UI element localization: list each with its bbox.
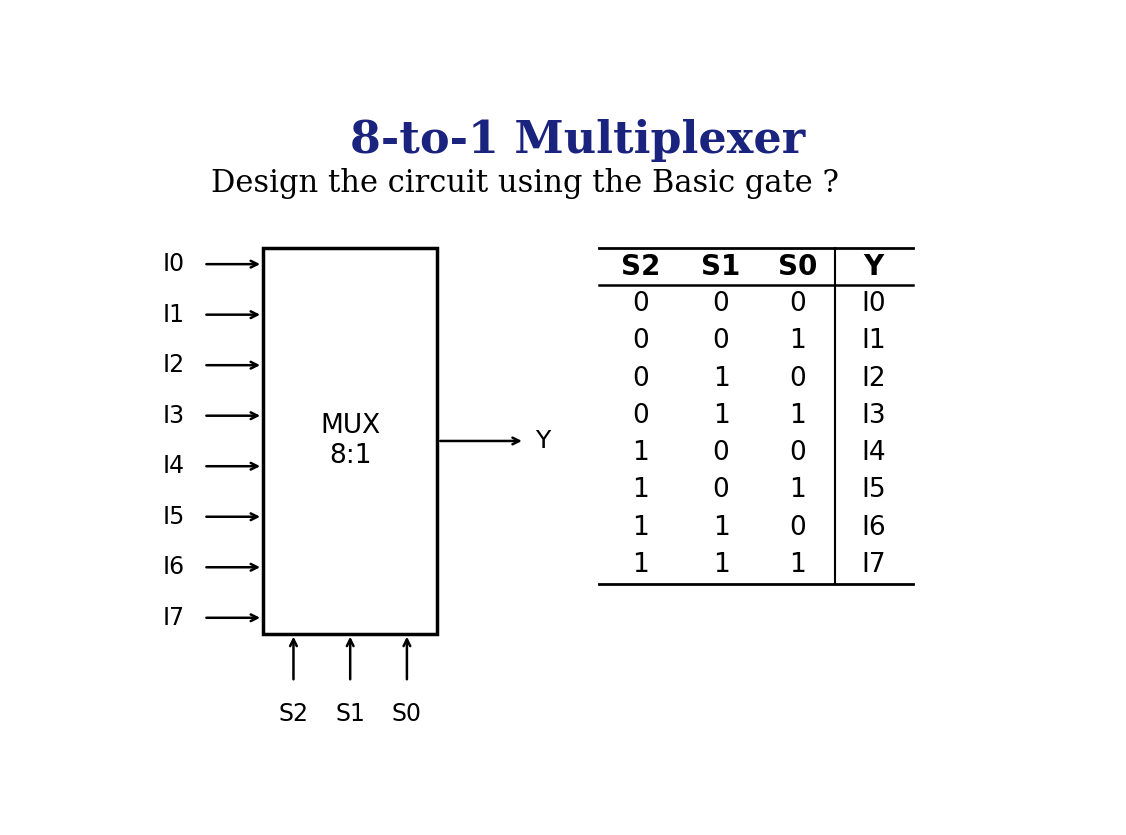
Text: S1: S1: [701, 253, 741, 281]
Text: Y: Y: [535, 429, 551, 453]
Text: I0: I0: [162, 252, 185, 276]
Text: S1: S1: [336, 702, 365, 726]
Text: S2: S2: [278, 702, 309, 726]
Text: Design the circuit using the Basic gate ?: Design the circuit using the Basic gate …: [211, 168, 839, 199]
Text: 1: 1: [713, 514, 730, 541]
Text: 0: 0: [789, 514, 806, 541]
Text: 1: 1: [632, 514, 649, 541]
Text: 1: 1: [789, 552, 806, 578]
Text: 0: 0: [713, 291, 730, 317]
Text: I7: I7: [861, 552, 886, 578]
Text: 0: 0: [632, 366, 649, 392]
Text: I1: I1: [861, 328, 886, 354]
Text: I2: I2: [861, 366, 886, 392]
Text: 0: 0: [713, 328, 730, 354]
Bar: [263, 248, 437, 634]
Text: 0: 0: [632, 403, 649, 429]
Text: 8-to-1 Multiplexer: 8-to-1 Multiplexer: [349, 119, 805, 163]
Text: S2: S2: [620, 253, 660, 281]
Text: I6: I6: [162, 555, 185, 579]
Text: I3: I3: [162, 403, 185, 428]
Text: I1: I1: [162, 302, 185, 326]
Text: 1: 1: [713, 366, 730, 392]
Text: 1: 1: [632, 552, 649, 578]
Text: 1: 1: [789, 328, 806, 354]
Text: I0: I0: [861, 291, 886, 317]
Text: I5: I5: [861, 478, 886, 504]
Text: 1: 1: [713, 552, 730, 578]
Text: S0: S0: [778, 253, 817, 281]
Text: I5: I5: [162, 504, 185, 529]
Text: 1: 1: [789, 403, 806, 429]
Text: 1: 1: [632, 440, 649, 466]
Text: 1: 1: [789, 478, 806, 504]
Text: 1: 1: [713, 403, 730, 429]
Text: 0: 0: [789, 440, 806, 466]
Text: MUX
8:1: MUX 8:1: [320, 413, 381, 469]
Text: Y: Y: [864, 253, 884, 281]
Text: 0: 0: [713, 478, 730, 504]
Text: 1: 1: [632, 478, 649, 504]
Text: I3: I3: [861, 403, 886, 429]
Text: 0: 0: [713, 440, 730, 466]
Text: I6: I6: [861, 514, 886, 541]
Text: 0: 0: [632, 328, 649, 354]
Text: I4: I4: [162, 454, 185, 478]
Text: I7: I7: [162, 605, 185, 630]
Text: 0: 0: [632, 291, 649, 317]
Text: 0: 0: [789, 366, 806, 392]
Text: 0: 0: [789, 291, 806, 317]
Text: S0: S0: [392, 702, 422, 726]
Text: I2: I2: [162, 353, 185, 377]
Text: I4: I4: [861, 440, 886, 466]
